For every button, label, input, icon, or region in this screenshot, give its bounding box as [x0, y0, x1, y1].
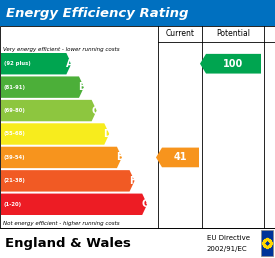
Polygon shape	[200, 54, 261, 74]
Text: D: D	[103, 129, 111, 139]
Polygon shape	[1, 100, 97, 121]
Polygon shape	[156, 148, 199, 167]
Text: (21-38): (21-38)	[4, 178, 26, 183]
Polygon shape	[1, 194, 147, 215]
Polygon shape	[1, 147, 122, 168]
Text: England & Wales: England & Wales	[5, 237, 131, 249]
Text: F: F	[129, 176, 136, 186]
Text: G: G	[141, 199, 149, 209]
Text: (81-91): (81-91)	[4, 85, 26, 90]
Text: C: C	[91, 106, 98, 116]
Text: Not energy efficient - higher running costs: Not energy efficient - higher running co…	[3, 221, 120, 226]
Polygon shape	[1, 53, 71, 74]
Text: E: E	[117, 152, 123, 163]
Text: 41: 41	[174, 152, 187, 163]
Text: (69-80): (69-80)	[4, 108, 26, 113]
Text: (1-20): (1-20)	[4, 202, 22, 207]
Polygon shape	[1, 76, 84, 98]
Text: Potential: Potential	[216, 29, 250, 38]
Text: A: A	[66, 59, 73, 69]
Polygon shape	[1, 123, 109, 145]
Polygon shape	[1, 170, 134, 192]
Text: 100: 100	[223, 59, 244, 69]
Bar	[0, 0, 275, 26]
Text: (55-68): (55-68)	[4, 132, 26, 136]
Text: Energy Efficiency Rating: Energy Efficiency Rating	[6, 6, 188, 20]
Text: 2002/91/EC: 2002/91/EC	[207, 246, 248, 252]
Text: (92 plus): (92 plus)	[4, 61, 31, 66]
Bar	[261, 230, 273, 256]
Text: Very energy efficient - lower running costs: Very energy efficient - lower running co…	[3, 47, 120, 52]
Bar	[0, 26, 275, 228]
Text: B: B	[78, 82, 86, 92]
Text: Current: Current	[166, 29, 194, 38]
Text: EU Directive: EU Directive	[207, 236, 250, 241]
Text: (39-54): (39-54)	[4, 155, 26, 160]
